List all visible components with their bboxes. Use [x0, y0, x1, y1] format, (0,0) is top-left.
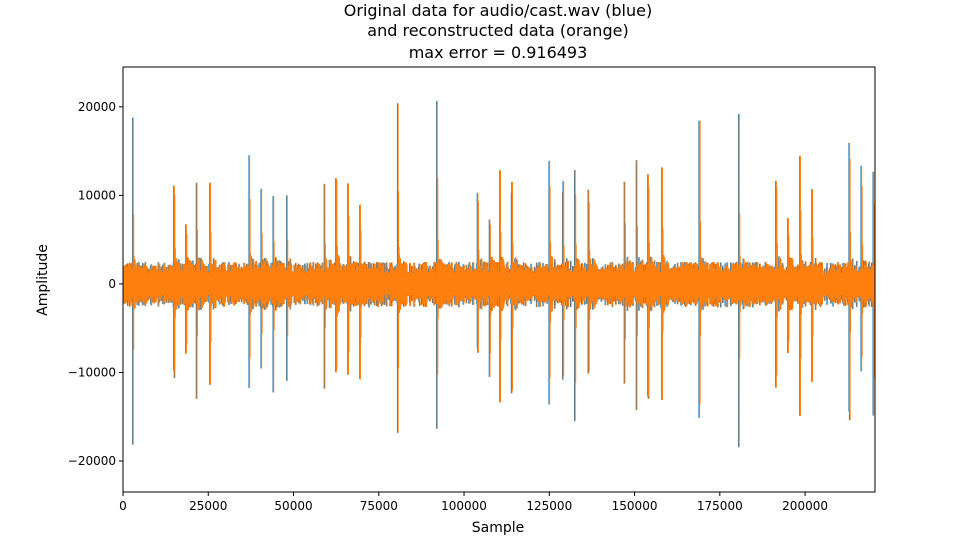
plot-frame	[122, 66, 876, 493]
x-tick-label: 100000	[441, 499, 487, 513]
title-line-3: max error = 0.916493	[409, 43, 588, 62]
x-tick-label: 150000	[612, 499, 658, 513]
y-axis-label: Amplitude	[35, 244, 51, 316]
x-tick-label: 200000	[782, 499, 828, 513]
title-line-2: and reconstructed data (orange)	[367, 21, 628, 40]
y-axis: −20000 −10000 0 10000 20000	[68, 100, 123, 468]
series-reconstructed-line	[123, 101, 875, 448]
y-tick-label: 0	[108, 277, 116, 291]
x-tick-label: 175000	[697, 499, 743, 513]
x-axis: 0 25000 50000 75000 100000 125000 150000 175000…	[119, 492, 828, 513]
y-tick-label: 20000	[78, 100, 116, 114]
title-line-1: Original data for audio/cast.wav (blue)	[344, 1, 652, 20]
x-tick-label: 0	[119, 499, 127, 513]
x-tick-label: 50000	[274, 499, 312, 513]
plot-area	[122, 66, 876, 493]
y-tick-label: 10000	[78, 188, 116, 202]
x-axis-label: Sample	[472, 520, 525, 536]
chart-title: Original data for audio/cast.wav (blue) …	[344, 1, 652, 62]
x-tick-label: 125000	[526, 499, 572, 513]
x-tick-label: 25000	[189, 499, 227, 513]
y-tick-label: −20000	[68, 454, 116, 468]
y-tick-label: −10000	[68, 365, 116, 379]
series-layer	[123, 101, 875, 448]
x-tick-label: 75000	[360, 499, 398, 513]
